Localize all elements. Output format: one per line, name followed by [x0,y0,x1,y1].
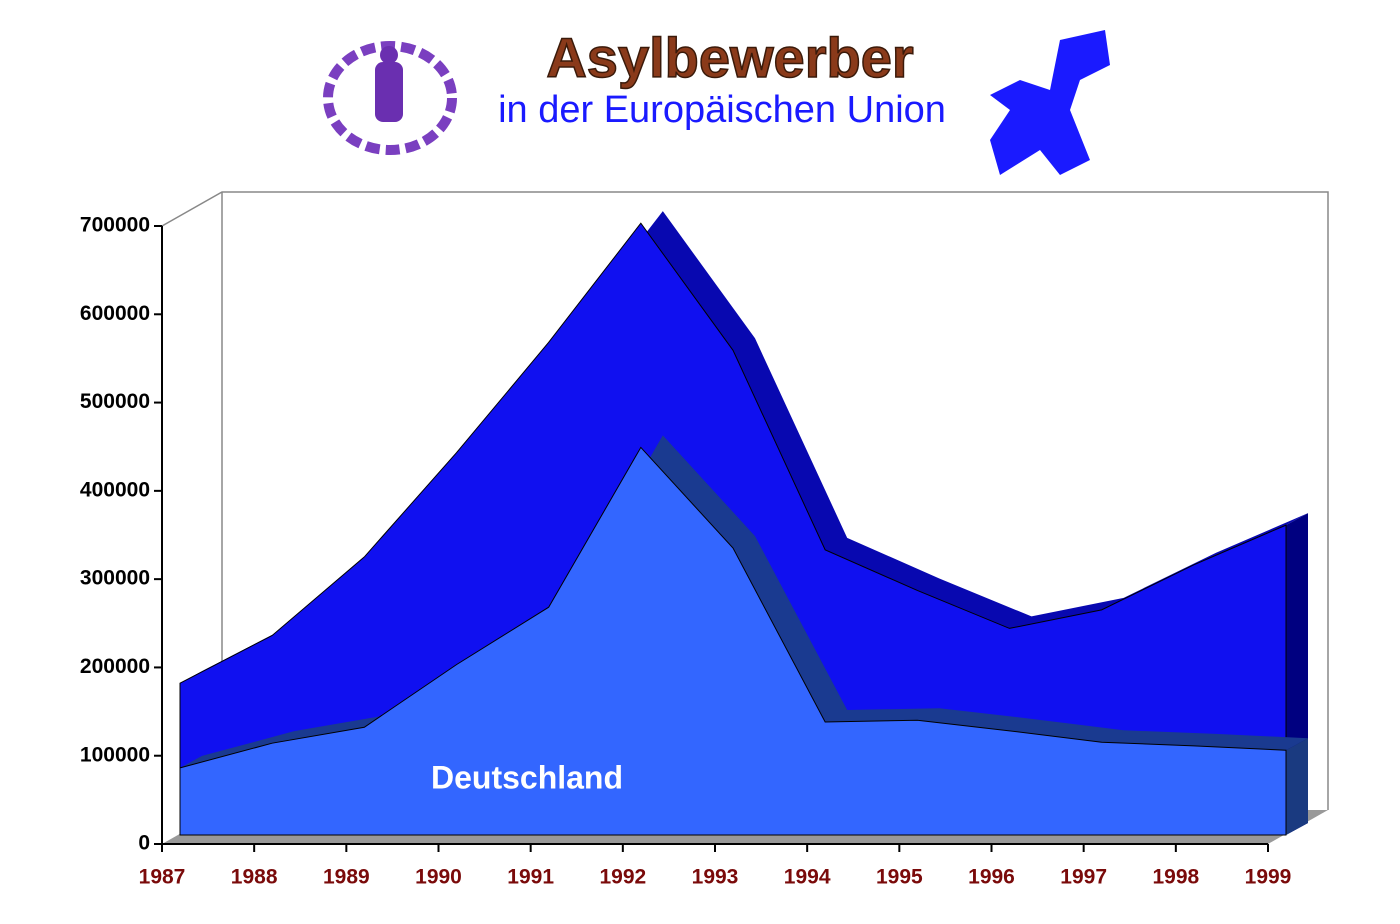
x-tick-label: 1996 [968,866,1015,889]
x-tick-label: 1993 [692,866,739,889]
y-tick-label: 400000 [80,478,150,501]
x-tick-label: 1999 [1245,866,1292,889]
chart-subtitle: in der Europäischen Union [498,89,946,131]
y-tick-label: 100000 [80,743,150,766]
x-tick-label: 1997 [1060,866,1107,889]
y-tick-label: 700000 [80,214,150,237]
x-tick-label: 1991 [507,866,554,889]
y-tick-label: 500000 [80,390,150,413]
y-tick-label: 600000 [80,302,150,325]
x-tick-label: 1998 [1152,866,1199,889]
x-tick-label: 1992 [599,866,646,889]
area [179,446,1287,836]
logo [323,41,457,155]
x-tick-label: 1990 [415,866,462,889]
x-tick-label: 1995 [876,866,923,889]
series-label: Deutschland [431,759,623,795]
x-tick-label: 1988 [231,866,278,889]
area-depth [180,435,1308,768]
y-tick-label: 300000 [80,567,150,590]
y-tick-label: 200000 [80,655,150,678]
eu-map [990,30,1110,175]
area-side [1286,738,1308,835]
chart-title: Asylbewerber [546,26,913,89]
x-tick-label: 1989 [323,866,370,889]
x-tick-label: 1994 [784,866,831,889]
y-tick-label: 0 [138,832,150,855]
x-tick-label: 1987 [139,866,186,889]
